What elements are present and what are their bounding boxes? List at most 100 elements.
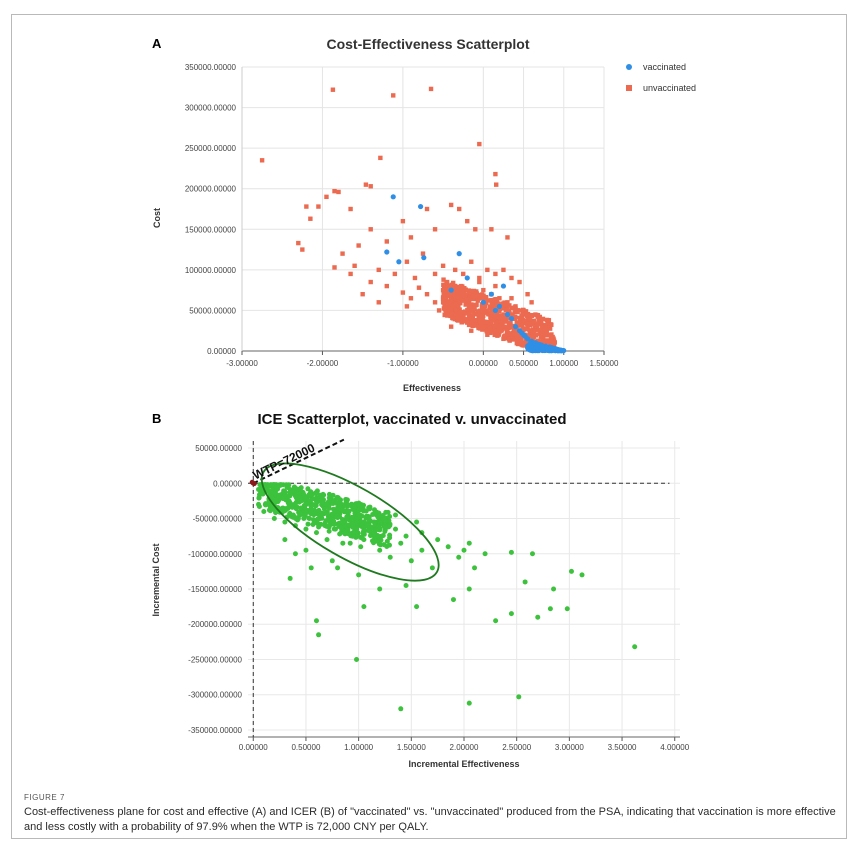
unvaccinated-point bbox=[495, 323, 501, 329]
panel-b-confidence-ellipse bbox=[260, 462, 440, 582]
unvaccinated-point bbox=[493, 283, 498, 289]
ice-point bbox=[261, 508, 267, 514]
panel-b-xtick-label: 1.00000 bbox=[344, 743, 373, 752]
unvaccinated-point bbox=[368, 279, 373, 285]
unvaccinated-point bbox=[408, 235, 414, 240]
unvaccinated-point bbox=[540, 328, 545, 334]
unvaccinated-point bbox=[304, 204, 309, 209]
unvaccinated-point bbox=[476, 324, 481, 329]
ice-point bbox=[508, 549, 514, 555]
unvaccinated-point bbox=[432, 227, 438, 232]
panel-a-legend: vaccinated unvaccinated bbox=[626, 62, 696, 93]
ice-point bbox=[332, 526, 338, 532]
panel-a-xtick-label: 1.50000 bbox=[590, 359, 619, 368]
unvaccinated-point bbox=[428, 86, 434, 92]
unvaccinated-point bbox=[496, 328, 501, 334]
legend-vaccinated-marker bbox=[626, 64, 632, 70]
unvaccinated-point bbox=[466, 322, 472, 328]
ice-point bbox=[290, 512, 296, 518]
unvaccinated-point bbox=[308, 216, 313, 221]
ice-point bbox=[508, 611, 514, 617]
ice-point bbox=[344, 497, 350, 503]
panel-b-reference-lines bbox=[248, 438, 670, 737]
ice-point bbox=[316, 632, 322, 638]
ice-point bbox=[340, 507, 346, 513]
vaccinated-point bbox=[421, 255, 427, 261]
panel-a-points bbox=[259, 86, 567, 354]
ice-point bbox=[516, 694, 522, 700]
unvaccinated-point bbox=[505, 325, 510, 330]
unvaccinated-point bbox=[447, 308, 452, 313]
panel-a-axes: -3.00000 -2.00000 -1.00000 0.00000 0.50000 1.… bbox=[185, 63, 619, 368]
unvaccinated-point bbox=[529, 300, 534, 305]
unvaccinated-point bbox=[481, 306, 487, 311]
ice-point bbox=[256, 501, 262, 507]
unvaccinated-point bbox=[424, 206, 430, 212]
unvaccinated-point bbox=[412, 275, 418, 281]
ice-point bbox=[313, 530, 319, 536]
unvaccinated-point bbox=[497, 326, 502, 331]
unvaccinated-point bbox=[539, 335, 544, 340]
vaccinated-point bbox=[527, 341, 533, 347]
unvaccinated-point bbox=[474, 302, 479, 307]
ice-point bbox=[292, 493, 298, 499]
ice-point bbox=[387, 521, 393, 527]
unvaccinated-point bbox=[461, 289, 467, 295]
unvaccinated-point bbox=[503, 307, 508, 312]
unvaccinated-point bbox=[400, 218, 406, 224]
panel-a-ytick-label: 150000.00000 bbox=[185, 225, 237, 234]
unvaccinated-point bbox=[519, 322, 525, 328]
ice-point bbox=[325, 513, 331, 519]
vaccinated-point bbox=[456, 251, 462, 257]
unvaccinated-point bbox=[484, 329, 489, 334]
ice-point bbox=[529, 551, 535, 557]
panel-a-xtick-label: 0.50000 bbox=[509, 359, 538, 368]
unvaccinated-point bbox=[491, 317, 496, 323]
unvaccinated-point bbox=[324, 194, 329, 200]
panel-b-xtick-label: 0.50000 bbox=[291, 743, 320, 752]
unvaccinated-point bbox=[548, 322, 553, 327]
unvaccinated-point bbox=[540, 316, 546, 322]
unvaccinated-point bbox=[548, 332, 553, 338]
unvaccinated-point bbox=[477, 275, 482, 281]
ice-point bbox=[316, 524, 322, 530]
unvaccinated-point bbox=[544, 330, 549, 335]
ice-point bbox=[342, 501, 348, 507]
unvaccinated-point bbox=[441, 306, 447, 311]
vaccinated-point bbox=[390, 194, 396, 200]
legend-vaccinated-label: vaccinated bbox=[643, 62, 686, 72]
ice-point bbox=[271, 516, 277, 522]
ice-point bbox=[343, 530, 349, 536]
ice-point bbox=[335, 565, 341, 571]
vaccinated-point bbox=[512, 324, 519, 330]
panel-b-ytick-label: -200000.00000 bbox=[188, 620, 242, 629]
unvaccinated-point bbox=[457, 206, 462, 212]
unvaccinated-point bbox=[507, 312, 513, 318]
unvaccinated-point bbox=[477, 279, 482, 285]
unvaccinated-point bbox=[368, 227, 373, 232]
ice-point bbox=[382, 516, 388, 522]
unvaccinated-point bbox=[448, 293, 453, 299]
ice-point bbox=[377, 586, 383, 592]
ice-point bbox=[361, 519, 367, 525]
unvaccinated-point bbox=[499, 321, 504, 327]
ice-point bbox=[297, 495, 303, 501]
ice-point bbox=[377, 519, 383, 525]
vaccinated-point bbox=[384, 249, 390, 255]
unvaccinated-point bbox=[480, 309, 486, 314]
unvaccinated-point bbox=[443, 283, 448, 289]
unvaccinated-point bbox=[505, 235, 510, 240]
ice-point bbox=[322, 523, 328, 529]
unvaccinated-point bbox=[481, 287, 486, 293]
ice-point bbox=[356, 500, 362, 506]
unvaccinated-point bbox=[404, 304, 410, 309]
panel-b-ytick-label: -250000.00000 bbox=[188, 655, 242, 664]
ice-point bbox=[579, 572, 585, 578]
unvaccinated-point bbox=[514, 320, 519, 325]
unvaccinated-point bbox=[458, 295, 463, 300]
unvaccinated-point bbox=[441, 277, 446, 282]
unvaccinated-point bbox=[336, 189, 341, 195]
unvaccinated-point bbox=[492, 324, 498, 329]
ice-point bbox=[349, 503, 355, 509]
unvaccinated-point bbox=[356, 243, 361, 248]
